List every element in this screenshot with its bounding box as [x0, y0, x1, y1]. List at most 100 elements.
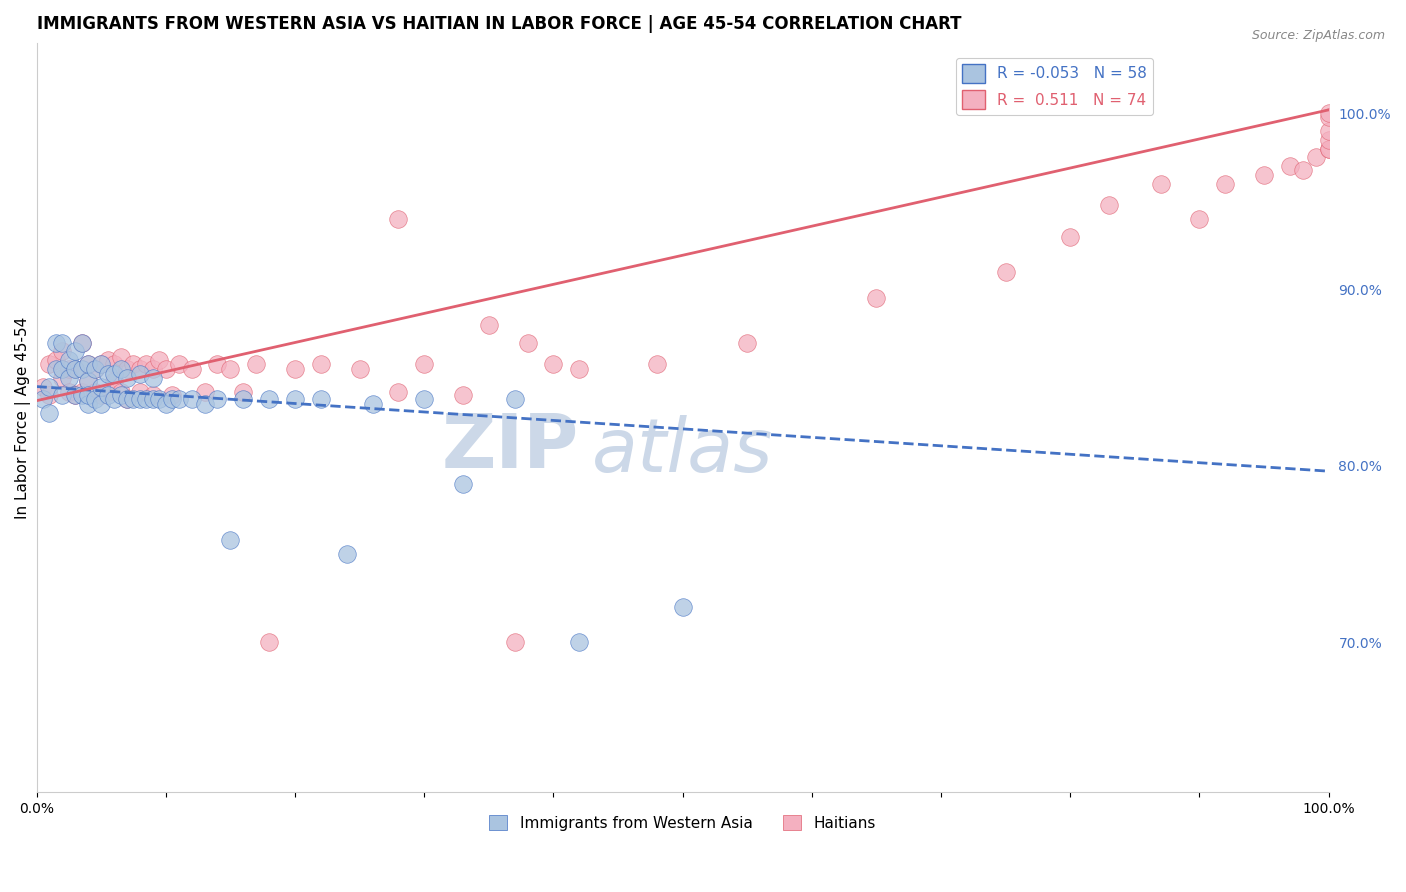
Point: [90, 397, 112, 411]
Point: [167, 392, 190, 406]
Point: [349, 362, 371, 376]
Point: [413, 357, 436, 371]
Text: atlas: atlas: [592, 415, 773, 487]
Point: [58, 353, 80, 368]
Point: [135, 357, 157, 371]
Point: [387, 384, 409, 399]
Point: [451, 388, 474, 402]
Point: [413, 392, 436, 406]
Point: [671, 599, 693, 614]
Point: [38, 388, 60, 402]
Point: [90, 357, 112, 371]
Point: [65, 388, 87, 402]
Point: [1059, 229, 1081, 244]
Point: [77, 374, 100, 388]
Point: [1150, 177, 1173, 191]
Point: [129, 362, 152, 376]
Point: [115, 392, 138, 406]
Point: [543, 357, 565, 371]
Point: [1317, 142, 1340, 156]
Point: [97, 384, 120, 399]
Text: ZIP: ZIP: [441, 411, 579, 483]
Point: [51, 344, 73, 359]
Point: [110, 350, 132, 364]
Point: [90, 357, 112, 371]
Point: [103, 368, 125, 382]
Point: [90, 379, 112, 393]
Point: [38, 357, 60, 371]
Point: [70, 335, 93, 350]
Point: [110, 388, 132, 402]
Point: [115, 371, 138, 385]
Point: [110, 362, 132, 376]
Point: [70, 362, 93, 376]
Point: [142, 362, 165, 376]
Point: [1317, 133, 1340, 147]
Point: [478, 318, 501, 332]
Point: [32, 379, 55, 393]
Point: [336, 547, 359, 561]
Point: [83, 392, 105, 406]
Point: [219, 362, 242, 376]
Point: [160, 388, 183, 402]
Point: [1292, 162, 1315, 177]
Point: [309, 357, 332, 371]
Point: [180, 362, 202, 376]
Point: [115, 362, 138, 376]
Point: [1317, 106, 1340, 120]
Point: [1317, 124, 1340, 138]
Point: [51, 388, 73, 402]
Point: [129, 384, 152, 399]
Point: [1098, 198, 1121, 212]
Text: Source: ZipAtlas.com: Source: ZipAtlas.com: [1251, 29, 1385, 42]
Point: [516, 335, 538, 350]
Point: [284, 362, 307, 376]
Point: [309, 392, 332, 406]
Point: [155, 362, 177, 376]
Point: [115, 392, 138, 406]
Point: [58, 362, 80, 376]
Point: [994, 265, 1017, 279]
Point: [38, 379, 60, 393]
Point: [245, 357, 267, 371]
Point: [51, 362, 73, 376]
Point: [77, 357, 100, 371]
Point: [148, 392, 170, 406]
Point: [193, 384, 215, 399]
Point: [160, 392, 183, 406]
Point: [865, 292, 887, 306]
Point: [45, 362, 67, 376]
Point: [129, 392, 152, 406]
Point: [77, 374, 100, 388]
Point: [142, 371, 165, 385]
Point: [568, 635, 591, 649]
Point: [129, 368, 152, 382]
Point: [1305, 151, 1327, 165]
Point: [51, 371, 73, 385]
Point: [77, 397, 100, 411]
Point: [32, 392, 55, 406]
Point: [193, 397, 215, 411]
Point: [735, 335, 758, 350]
Text: IMMIGRANTS FROM WESTERN ASIA VS HAITIAN IN LABOR FORCE | AGE 45-54 CORRELATION C: IMMIGRANTS FROM WESTERN ASIA VS HAITIAN …: [37, 15, 962, 33]
Point: [122, 357, 145, 371]
Y-axis label: In Labor Force | Age 45-54: In Labor Force | Age 45-54: [15, 317, 31, 518]
Point: [77, 388, 100, 402]
Point: [207, 357, 229, 371]
Point: [58, 384, 80, 399]
Point: [257, 635, 280, 649]
Point: [83, 384, 105, 399]
Point: [1253, 168, 1275, 182]
Point: [70, 335, 93, 350]
Point: [97, 353, 120, 368]
Point: [284, 392, 307, 406]
Point: [257, 392, 280, 406]
Point: [51, 335, 73, 350]
Point: [90, 388, 112, 402]
Point: [1278, 159, 1301, 173]
Point: [180, 392, 202, 406]
Point: [65, 344, 87, 359]
Point: [77, 357, 100, 371]
Point: [1213, 177, 1236, 191]
Point: [110, 384, 132, 399]
